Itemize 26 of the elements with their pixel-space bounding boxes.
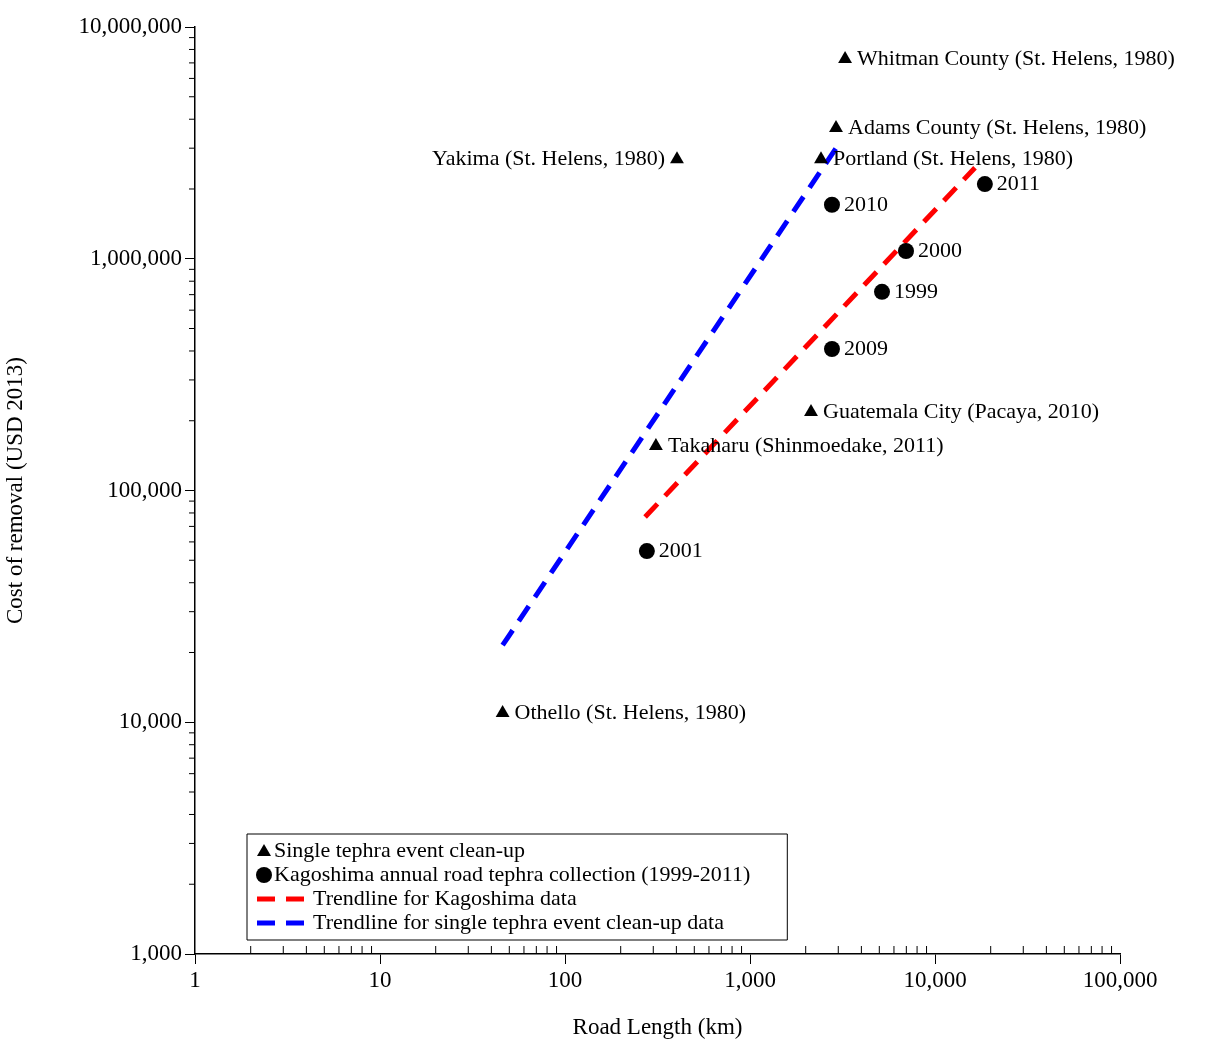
annotation: Yakima (St. Helens, 1980) xyxy=(431,144,665,170)
x-tick-label: 1 xyxy=(189,966,201,992)
x-axis-title: Road Length (km) xyxy=(572,1014,743,1040)
x-tick-label: 10,000 xyxy=(903,966,967,992)
annotation: 1999 xyxy=(894,277,938,303)
y-tick-label: 100,000 xyxy=(107,476,182,502)
x-tick-label: 10 xyxy=(368,966,392,992)
y-tick-label: 10,000,000 xyxy=(78,13,182,39)
annotation: Guatemala City (Pacaya, 2010) xyxy=(823,397,1100,423)
annotation: Othello (St. Helens, 1980) xyxy=(514,698,747,724)
x-tick-label: 1,000 xyxy=(724,966,776,992)
legend-label: Single tephra event clean-up xyxy=(274,836,526,862)
y-tick-label: 1,000,000 xyxy=(90,244,182,270)
annotation: 2010 xyxy=(843,190,888,216)
annotation: Portland (St. Helens, 1980) xyxy=(833,144,1074,170)
annotation: 2001 xyxy=(658,536,703,562)
annotation: Adams County (St. Helens, 1980) xyxy=(848,113,1147,139)
x-tick-label: 100,000 xyxy=(1082,966,1158,992)
annotation: Whitman County (St. Helens, 1980) xyxy=(857,44,1175,70)
y-tick-label: 1,000 xyxy=(130,940,182,966)
x-tick-label: 100 xyxy=(547,966,583,992)
y-axis-title: Cost of removal (USD 2013) xyxy=(1,356,27,625)
annotation: 2009 xyxy=(843,334,888,360)
annotation: 2011 xyxy=(996,169,1041,195)
y-tick-label: 10,000 xyxy=(118,708,182,734)
annotation: 2000 xyxy=(918,236,962,262)
